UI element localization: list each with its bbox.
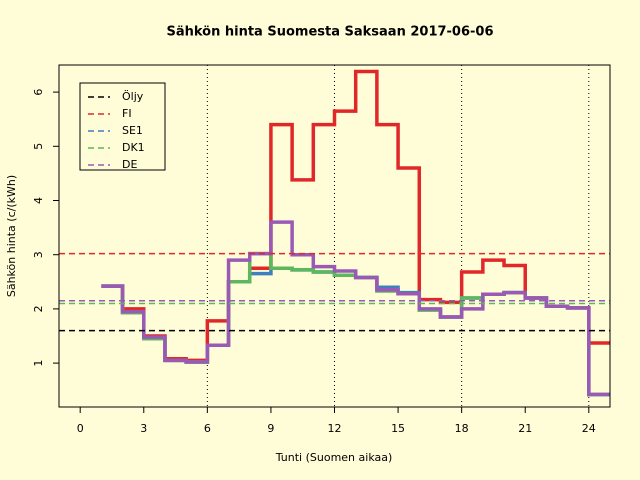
step-line bbox=[101, 220, 610, 397]
x-tick-label: 15 bbox=[391, 422, 405, 435]
y-tick-label: 5 bbox=[32, 143, 45, 150]
x-tick-label: 18 bbox=[455, 422, 469, 435]
x-tick-label: 21 bbox=[518, 422, 532, 435]
legend-label: DK1 bbox=[122, 141, 145, 154]
y-tick-label: 2 bbox=[32, 305, 45, 312]
x-tick-label: 12 bbox=[328, 422, 342, 435]
legend-box bbox=[79, 82, 166, 171]
y-axis-label: Sähkön hinta (c/(kWh) bbox=[5, 175, 18, 297]
legend-label: FI bbox=[122, 107, 132, 120]
plot-frame bbox=[58, 64, 611, 408]
chart-title: Sähkön hinta Suomesta Saksaan 2017-06-06 bbox=[166, 25, 493, 40]
x-tick-label: 9 bbox=[267, 422, 274, 435]
x-tick-label: 3 bbox=[140, 422, 147, 435]
y-tick-label: 1 bbox=[32, 360, 45, 367]
y-tick-label: 3 bbox=[32, 251, 45, 258]
legend-label: SE1 bbox=[122, 124, 143, 137]
y-tick-label: 4 bbox=[32, 197, 45, 204]
x-tick-label: 6 bbox=[204, 422, 211, 435]
x-tick-label: 0 bbox=[77, 422, 84, 435]
legend-label: Öljy bbox=[122, 90, 144, 103]
y-tick-label: 6 bbox=[32, 89, 45, 96]
legend-label: DE bbox=[122, 158, 137, 171]
x-axis-label: Tunti (Suomen aikaa) bbox=[275, 451, 393, 464]
x-tick-label: 24 bbox=[582, 422, 596, 435]
